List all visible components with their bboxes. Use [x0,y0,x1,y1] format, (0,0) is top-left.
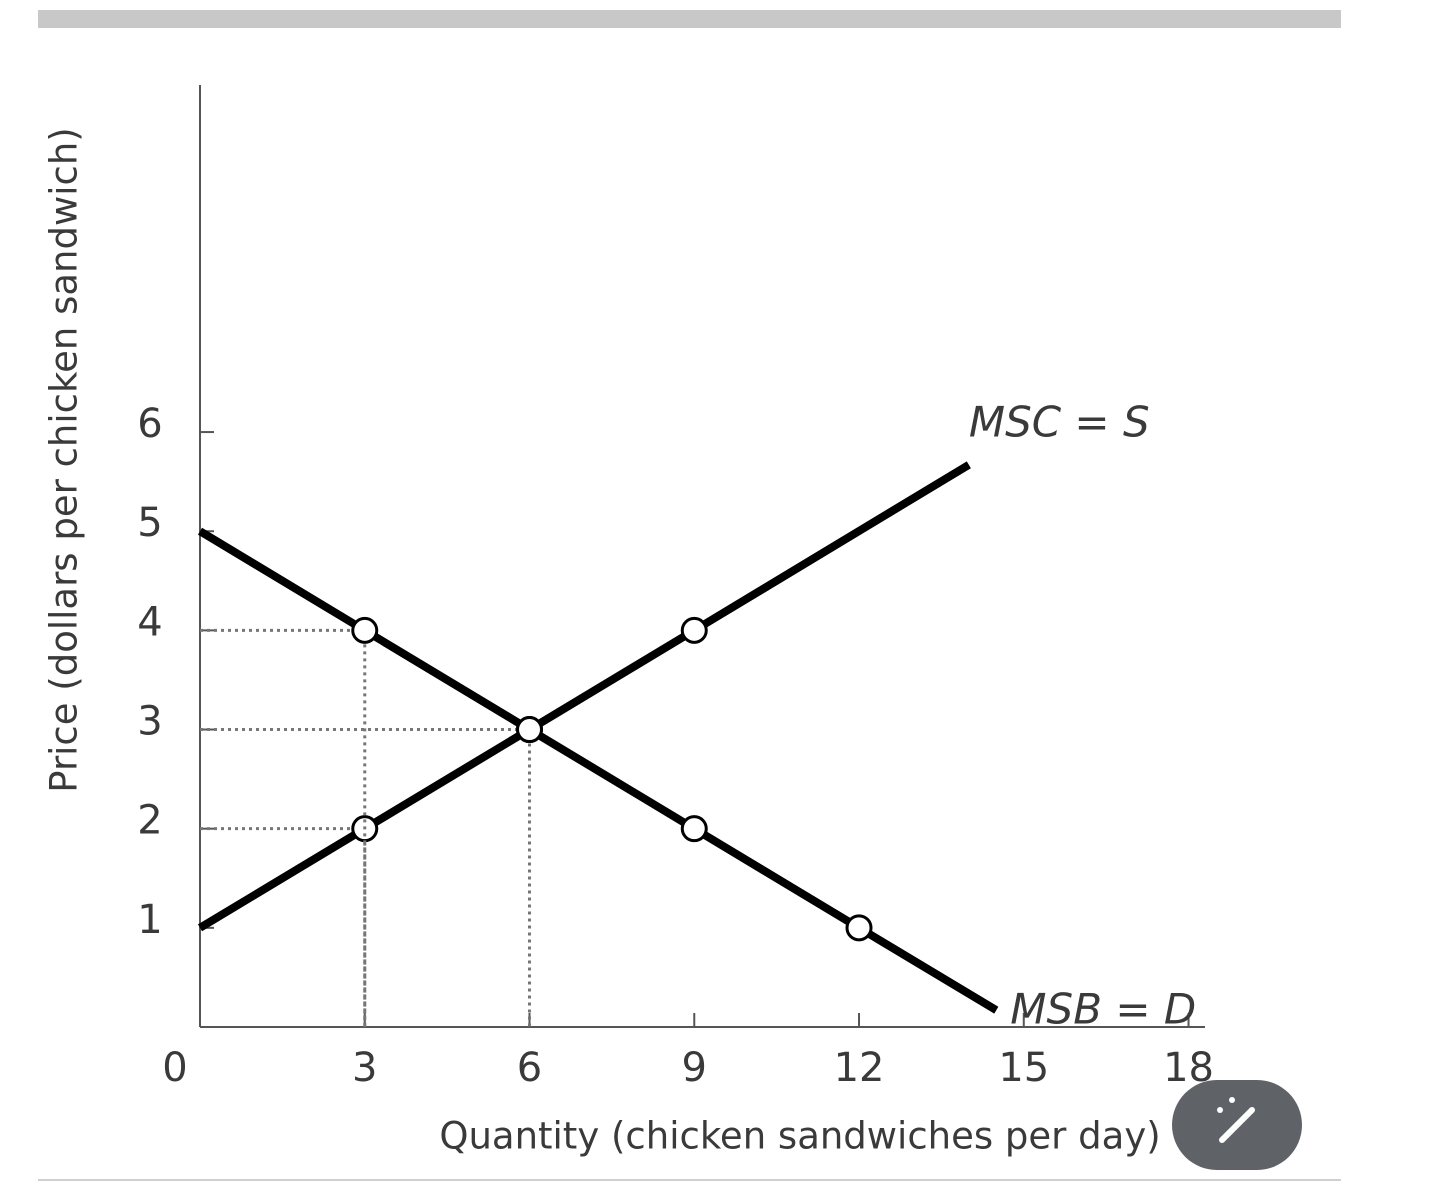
top-bar [38,10,1341,28]
point [680,616,708,644]
wand-icon [1219,1107,1255,1143]
x-tick-label: 3 [352,1045,377,1091]
point [516,716,544,744]
x-tick-label: 12 [834,1045,885,1091]
y-tick-label: 2 [137,798,162,844]
series-label: MSB = D [1010,985,1196,1034]
series-line [197,461,971,932]
series-label: MSC = S [969,397,1150,446]
series-line [197,527,999,1014]
y-tick-label: 5 [137,500,162,546]
x-tick-label: 9 [682,1045,707,1091]
sparkle-icon [1229,1097,1235,1103]
x-tick-label: 6 [517,1045,542,1091]
x-axis-label: Quantity (chicken sandwiches per day) [439,1115,1160,1158]
sparkle-icon [1217,1107,1223,1113]
x-tick-label: 15 [998,1045,1049,1091]
x-tick-label: 0 [162,1045,187,1091]
y-tick-label: 6 [137,401,162,447]
point [351,616,379,644]
y-tick-label: 4 [137,599,162,645]
y-axis-label: Price (dollars per chicken sandwich) [43,127,86,792]
point [845,914,873,942]
magic-button[interactable] [1172,1080,1302,1170]
y-tick-label: 1 [137,897,162,943]
y-tick-label: 3 [137,699,162,745]
point [680,815,708,843]
